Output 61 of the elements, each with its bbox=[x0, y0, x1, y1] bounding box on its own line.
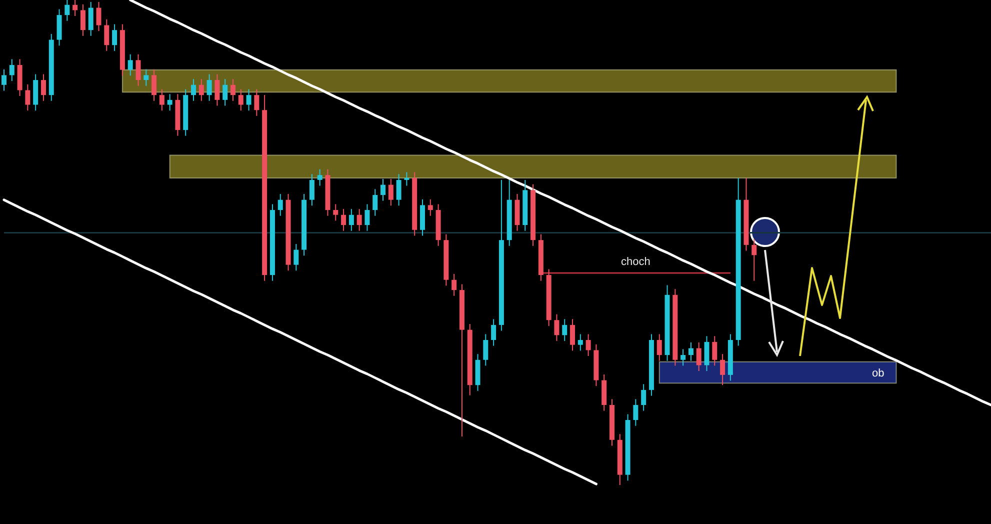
candlestick bbox=[246, 88, 252, 112]
candlestick bbox=[562, 318, 568, 342]
candlestick bbox=[25, 84, 30, 112]
candlestick bbox=[88, 1, 94, 36]
candlestick bbox=[388, 178, 394, 206]
candlestick bbox=[680, 348, 686, 366]
candlestick bbox=[294, 243, 299, 272]
candlestick bbox=[341, 208, 346, 232]
candlestick bbox=[554, 314, 560, 342]
candlestick bbox=[317, 168, 322, 186]
candlestick bbox=[656, 334, 662, 362]
candlestick bbox=[96, 1, 102, 32]
candlestick bbox=[633, 398, 638, 426]
candlestick bbox=[144, 68, 149, 86]
candlestick bbox=[152, 68, 157, 102]
candlestick bbox=[80, 4, 86, 36]
candlestick bbox=[136, 54, 141, 86]
candlestick bbox=[578, 334, 583, 352]
candlestick bbox=[752, 238, 757, 282]
candlestick bbox=[570, 318, 576, 352]
candlestick bbox=[9, 58, 14, 82]
candlestick bbox=[214, 74, 220, 106]
candlestick bbox=[696, 342, 702, 372]
candlestick bbox=[404, 172, 410, 186]
candlestick bbox=[688, 342, 694, 362]
candlestick bbox=[112, 24, 118, 52]
candlestick bbox=[586, 334, 591, 356]
candlestick bbox=[372, 188, 378, 216]
candlestick bbox=[191, 78, 196, 102]
candlestick bbox=[254, 88, 260, 116]
candlestick bbox=[380, 178, 386, 202]
candlestick bbox=[491, 318, 496, 346]
candlestick bbox=[428, 198, 433, 216]
candlestick bbox=[278, 194, 283, 216]
ref-line-label: choch bbox=[621, 256, 650, 268]
candlestick bbox=[238, 88, 244, 112]
candlestick bbox=[159, 88, 164, 112]
candlestick bbox=[483, 334, 488, 366]
candlestick bbox=[222, 78, 228, 106]
candlestick bbox=[2, 68, 6, 92]
candlestick bbox=[230, 78, 236, 102]
candlestick bbox=[309, 174, 314, 206]
candlestick bbox=[40, 74, 46, 102]
candlestick bbox=[167, 94, 172, 112]
candlestick bbox=[712, 336, 718, 366]
candlestick bbox=[206, 74, 212, 102]
candlestick bbox=[128, 54, 133, 76]
candlestick bbox=[641, 384, 646, 412]
band-label: ob bbox=[872, 367, 884, 380]
candlestick bbox=[704, 336, 710, 372]
candlestick bbox=[198, 78, 204, 102]
candlestick bbox=[396, 174, 402, 206]
candlestick bbox=[720, 354, 726, 386]
candlestick bbox=[452, 274, 457, 296]
candlestick bbox=[364, 204, 370, 232]
candlestick bbox=[104, 18, 110, 52]
candlestick bbox=[64, 0, 70, 22]
candlestick bbox=[348, 208, 354, 232]
candlestick bbox=[333, 204, 338, 222]
candlestick bbox=[356, 208, 362, 232]
candlestick bbox=[72, 0, 78, 17]
